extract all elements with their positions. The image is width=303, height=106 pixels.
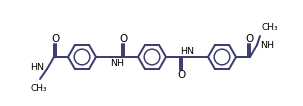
Text: CH₃: CH₃: [261, 23, 278, 32]
Text: HN: HN: [180, 47, 194, 56]
Text: O: O: [245, 34, 253, 44]
Text: NH: NH: [110, 59, 124, 68]
Text: CH₃: CH₃: [31, 84, 47, 93]
Text: HN: HN: [30, 63, 44, 73]
Text: NH: NH: [260, 42, 274, 50]
Text: O: O: [177, 70, 185, 80]
Text: O: O: [51, 34, 59, 44]
Text: O: O: [119, 34, 127, 44]
